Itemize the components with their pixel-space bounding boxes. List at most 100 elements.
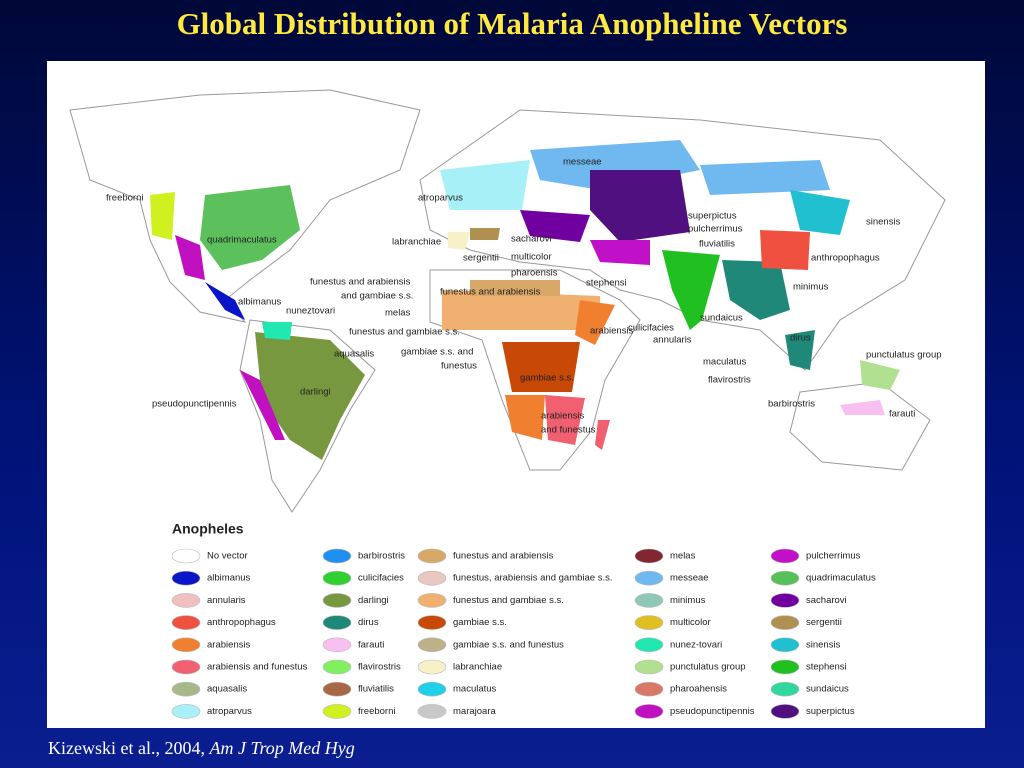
legend-swatch [770,681,800,697]
legend-swatch [770,593,800,608]
map-label: maculatus [703,357,747,368]
map-label: sacharovi [511,234,552,245]
map-label: sundaicus [700,313,743,324]
legend-title: Anopheles [172,521,244,537]
legend-label: marajoara [453,706,496,717]
citation-authors: Kizewski et al., 2004, [48,738,205,758]
legend-swatch [322,570,352,586]
legend-swatch [171,593,201,608]
legend-label: sacharovi [806,595,847,606]
legend-swatch [322,548,352,564]
legend-swatch [322,681,352,697]
legend-swatch [322,704,352,719]
citation: Kizewski et al., 2004, Am J Trop Med Hyg [48,738,355,759]
map-label: punctulatus group [866,350,942,361]
vector-regions [150,140,900,460]
map-label: pulcherrimus [688,224,743,235]
legend-swatch [417,548,447,564]
legend-label: nunez-tovari [670,639,722,650]
legend-label: maculatus [453,684,497,695]
map-label: albimanus [238,297,282,308]
legend-swatch [322,637,352,653]
legend-swatch [770,637,800,653]
legend-label: flavirostris [358,662,401,673]
legend-label: pulcherrimus [806,551,861,562]
legend-label: albimanus [207,573,251,584]
map-label: labranchiae [392,237,441,248]
map-label: and gambiae s.s. [341,291,413,302]
legend-swatch [417,615,447,630]
legend-swatch [322,615,352,630]
legend-label: quadrimaculatus [806,573,876,584]
legend-swatch [634,615,664,630]
legend-label: atroparvus [207,706,252,717]
legend-label: darlingi [358,595,389,606]
legend-swatch [322,659,352,675]
legend-swatch [171,681,201,697]
map-label: aquasalis [334,349,374,360]
legend-swatch [770,615,800,630]
legend-label: stephensi [806,662,847,673]
map-label: dirus [790,333,811,344]
legend-label: labranchiae [453,662,502,673]
legend: Anopheles No vector albimanus annularis ant… [171,521,876,719]
legend-label: arabiensis [207,639,251,650]
legend-label: minimus [670,595,706,606]
legend-swatch [634,637,664,653]
map-label: atroparvus [418,193,463,204]
legend-swatch [171,570,201,586]
map-label: superpictus [688,211,737,222]
legend-swatch [634,659,664,675]
legend-label: pharoahensis [670,684,727,695]
legend-label: sergentii [806,617,842,628]
map-label: annularis [653,335,692,346]
legend-swatch [417,659,447,675]
legend-label: punctulatus group [670,662,746,673]
map-label: stephensi [586,278,627,289]
legend-label: anthropophagus [207,617,276,628]
map-label: gambiae s.s. [520,373,574,384]
legend-swatch [634,704,664,719]
legend-swatch [770,548,800,564]
legend-label: annularis [207,595,246,606]
map-label: arabiensis [590,326,634,337]
map-label: nuneztovari [286,306,335,317]
map-label: culicifacies [628,323,674,334]
legend-swatch [770,704,800,719]
legend-swatch [634,593,664,608]
map-label: sinensis [866,217,901,228]
legend-label: funestus and arabiensis [453,551,554,562]
legend-swatch [634,681,664,697]
map-label: minimus [793,282,829,293]
legend-label: fluviatilis [358,684,394,695]
legend-swatch [171,659,201,675]
legend-swatch [171,704,201,719]
legend-swatch [417,704,447,719]
map-label: pseudopunctipennis [152,399,237,410]
map-label: melas [385,308,411,319]
map-label: multicolor [511,252,552,263]
legend-label: gambiae s.s. [453,617,507,628]
map-label: anthropophagus [811,253,880,264]
map-label: quadrimaculatus [207,235,277,246]
legend-swatch [417,637,447,653]
map-label: darlingi [300,387,331,398]
legend-label: freeborni [358,706,396,717]
legend-label: sinensis [806,639,841,650]
map-label: arabiensis [541,411,585,422]
legend-swatch [634,570,664,586]
legend-label: farauti [358,639,384,650]
map-label: flavirostris [708,375,751,386]
legend-swatch [171,548,201,564]
map-label: funestus and arabiensis [440,287,541,298]
map-labels: freeborni quadrimaculatus albimanus nunezto… [106,157,942,436]
citation-journal: Am J Trop Med Hyg [209,738,355,758]
map-label: sergentii [463,253,499,264]
legend-swatch [417,681,447,697]
legend-swatch [770,570,800,586]
legend-swatch [322,593,352,608]
legend-swatch [171,615,201,630]
legend-label: No vector [207,551,248,562]
